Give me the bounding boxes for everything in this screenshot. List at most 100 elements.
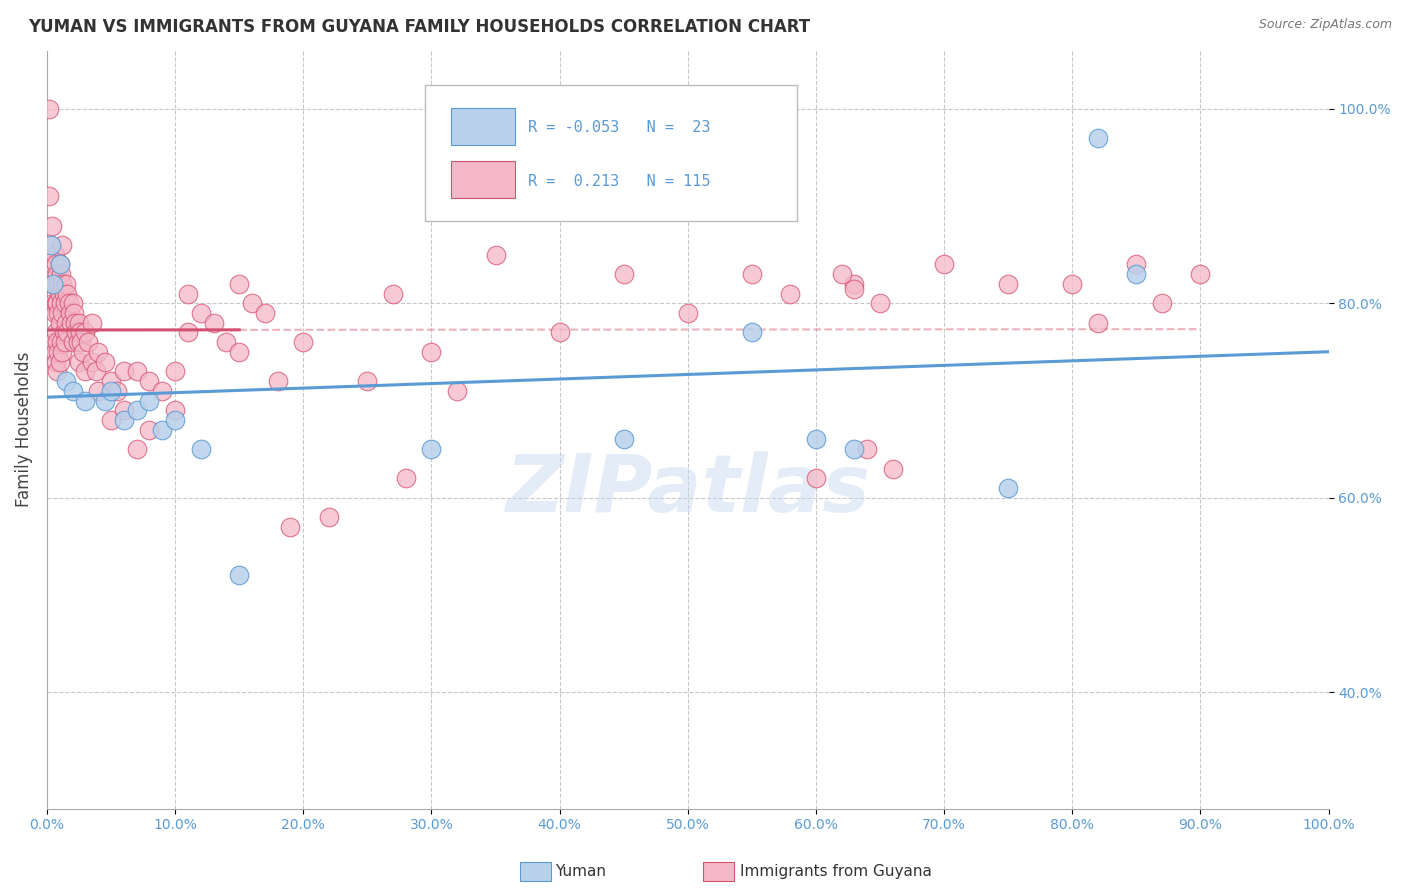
Point	[165, 364, 187, 378]
Point	[177, 326, 200, 340]
Point	[45, 257, 67, 271]
Point	[741, 326, 763, 340]
Point	[67, 316, 90, 330]
Point	[125, 364, 148, 378]
Point	[51, 277, 73, 291]
Point	[190, 306, 212, 320]
Point	[804, 471, 827, 485]
Point	[51, 345, 73, 359]
Point	[84, 364, 107, 378]
Point	[831, 267, 853, 281]
Point	[56, 286, 79, 301]
Point	[75, 393, 97, 408]
Y-axis label: Family Households: Family Households	[15, 352, 32, 508]
Point	[150, 423, 173, 437]
Point	[100, 374, 122, 388]
Point	[44, 345, 66, 359]
Text: R = -0.053   N =  23: R = -0.053 N = 23	[527, 120, 710, 136]
Point	[70, 335, 93, 350]
Point	[53, 296, 76, 310]
Point	[228, 345, 250, 359]
Point	[882, 461, 904, 475]
Point	[741, 267, 763, 281]
Point	[39, 238, 62, 252]
Point	[62, 296, 84, 310]
Point	[215, 335, 238, 350]
Point	[48, 354, 70, 368]
Text: R =  0.213   N = 115: R = 0.213 N = 115	[527, 174, 710, 188]
Text: Yuman: Yuman	[555, 864, 606, 879]
Point	[48, 306, 70, 320]
Point	[844, 442, 866, 456]
Point	[44, 248, 66, 262]
Point	[45, 326, 67, 340]
Point	[42, 296, 65, 310]
Point	[46, 364, 69, 378]
Point	[63, 316, 86, 330]
Point	[1087, 316, 1109, 330]
Point	[676, 306, 699, 320]
Point	[100, 384, 122, 398]
Bar	[451, 108, 515, 145]
Point	[49, 296, 72, 310]
Point	[844, 282, 866, 296]
Point	[51, 306, 73, 320]
Point	[49, 267, 72, 281]
Point	[38, 189, 60, 203]
Point	[1125, 267, 1147, 281]
Point	[112, 413, 135, 427]
Point	[292, 335, 315, 350]
Point	[1125, 257, 1147, 271]
Point	[202, 316, 225, 330]
Point	[420, 442, 443, 456]
Point	[1189, 267, 1212, 281]
Point	[48, 257, 70, 271]
Point	[548, 326, 571, 340]
Point	[41, 277, 63, 291]
Point	[44, 277, 66, 291]
Point	[62, 335, 84, 350]
Bar	[451, 161, 515, 199]
Point	[100, 413, 122, 427]
Point	[125, 403, 148, 417]
Point	[804, 433, 827, 447]
Point	[1087, 131, 1109, 145]
Point	[48, 345, 70, 359]
Point	[420, 345, 443, 359]
Point	[484, 248, 506, 262]
Text: Source: ZipAtlas.com: Source: ZipAtlas.com	[1258, 18, 1392, 31]
Point	[381, 286, 404, 301]
Point	[48, 277, 70, 291]
Point	[395, 471, 418, 485]
Point	[228, 568, 250, 582]
Point	[52, 286, 75, 301]
Point	[51, 238, 73, 252]
Point	[318, 510, 340, 524]
Point	[105, 384, 128, 398]
Point	[138, 393, 160, 408]
Point	[42, 277, 65, 291]
Point	[65, 326, 87, 340]
Text: ZIPatlas: ZIPatlas	[505, 451, 870, 529]
Point	[46, 267, 69, 281]
Point	[125, 442, 148, 456]
Point	[150, 384, 173, 398]
Point	[59, 306, 82, 320]
Point	[66, 335, 89, 350]
Point	[93, 354, 115, 368]
Point	[997, 481, 1019, 495]
Point	[280, 520, 302, 534]
Point	[165, 413, 187, 427]
Text: YUMAN VS IMMIGRANTS FROM GUYANA FAMILY HOUSEHOLDS CORRELATION CHART: YUMAN VS IMMIGRANTS FROM GUYANA FAMILY H…	[28, 18, 810, 36]
Point	[93, 393, 115, 408]
Point	[42, 335, 65, 350]
Point	[69, 326, 91, 340]
Point	[46, 296, 69, 310]
Point	[87, 384, 110, 398]
Point	[869, 296, 891, 310]
Point	[75, 364, 97, 378]
Point	[45, 354, 67, 368]
Point	[58, 296, 80, 310]
Point	[112, 364, 135, 378]
Text: Immigrants from Guyana: Immigrants from Guyana	[740, 864, 931, 879]
